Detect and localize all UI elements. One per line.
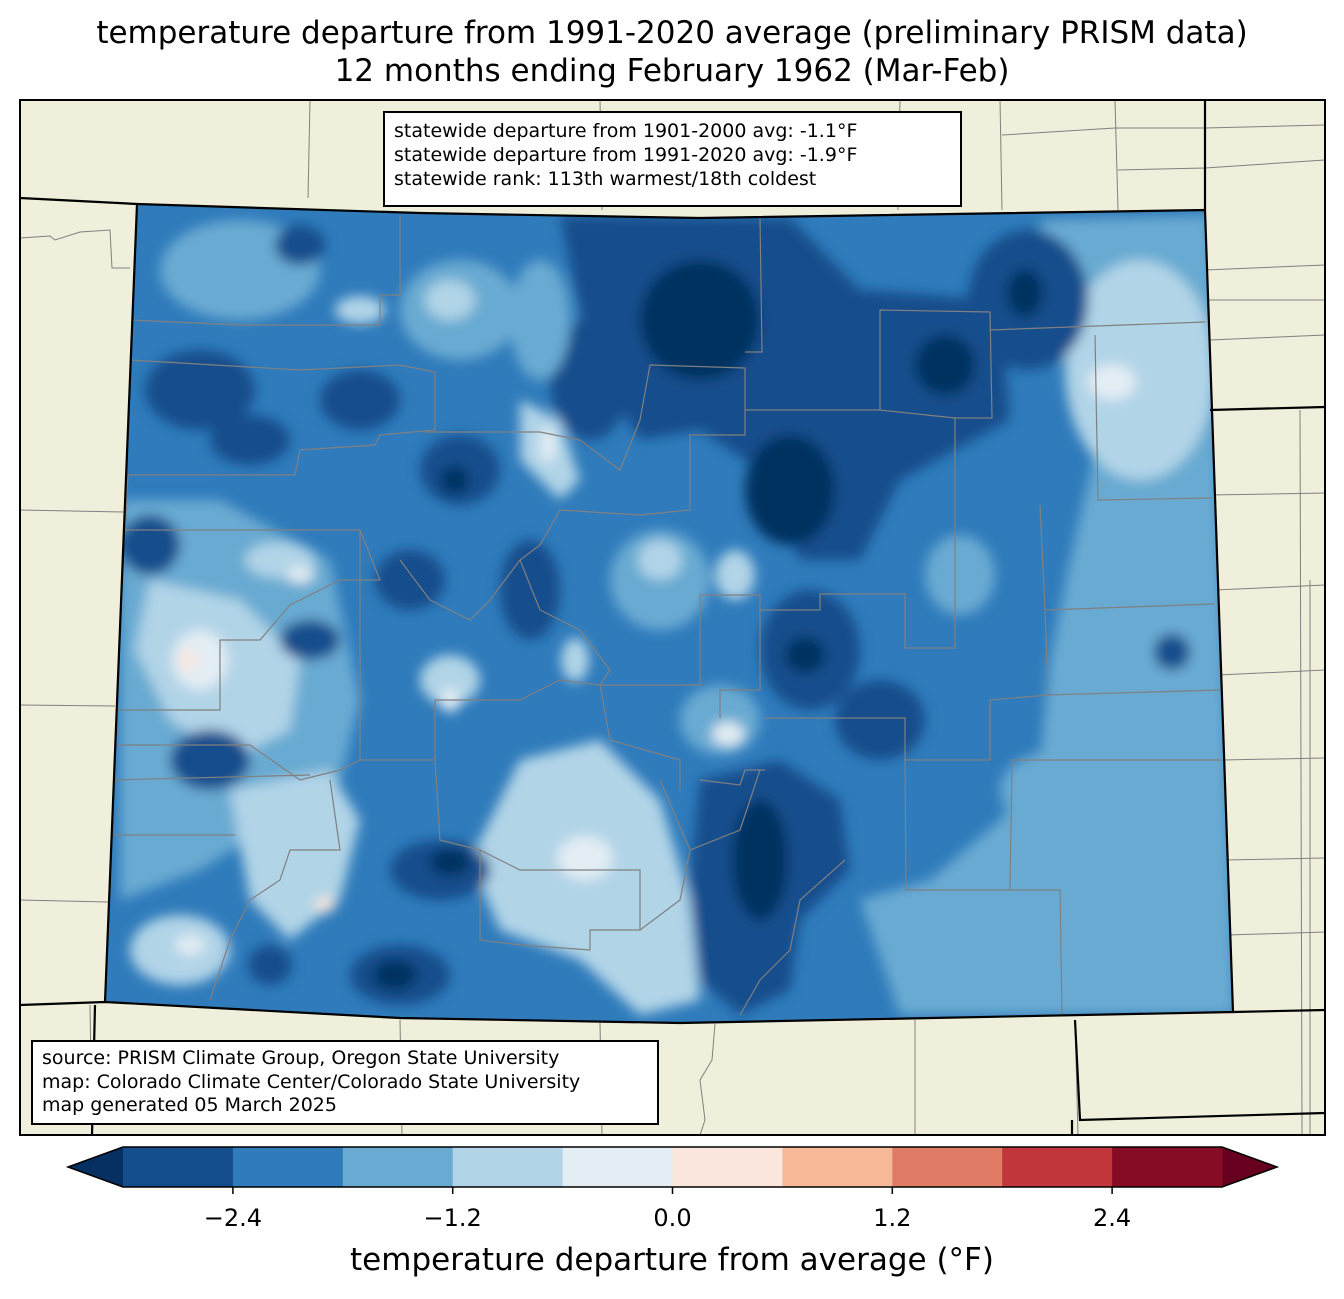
colorbar-bin bbox=[1002, 1147, 1113, 1187]
temperature-departure-field bbox=[105, 204, 1233, 1023]
colorado-county-lines bbox=[108, 215, 1222, 1016]
colorbar-tick-label: −1.2 bbox=[423, 1204, 482, 1232]
colorbar-over-extension bbox=[1222, 1147, 1277, 1187]
colorbar-under-extension bbox=[68, 1147, 123, 1187]
map-frame bbox=[19, 99, 1326, 1136]
colorbar-bin bbox=[892, 1147, 1003, 1187]
colorbar-bin bbox=[232, 1147, 344, 1187]
stats-rank: statewide rank: 113th warmest/18th colde… bbox=[394, 168, 817, 190]
colorbar-tick-label: −2.4 bbox=[203, 1204, 263, 1232]
colorbar-tick-label: 0.0 bbox=[653, 1204, 692, 1232]
map-title-line1: temperature departure from 1991-2020 ave… bbox=[96, 15, 1248, 51]
colorbar-label: temperature departure from average (°F) bbox=[350, 1242, 994, 1278]
colorbar-bin bbox=[342, 1147, 454, 1187]
source-prism: source: PRISM Climate Group, Oregon Stat… bbox=[42, 1047, 560, 1069]
colorbar-bin bbox=[562, 1147, 673, 1187]
stats-departure-1901-2000: statewide departure from 1901-2000 avg: … bbox=[394, 120, 858, 142]
source-map-credit: map: Colorado Climate Center/Colorado St… bbox=[42, 1070, 581, 1093]
colorbar-tick-label: 2.4 bbox=[1093, 1204, 1132, 1232]
colorbar-bin bbox=[1112, 1147, 1223, 1187]
colorbar-tick-label: 1.2 bbox=[873, 1204, 912, 1232]
colorbar-bin bbox=[672, 1147, 783, 1187]
colorbar-bin bbox=[452, 1147, 564, 1187]
stats-departure-1991-2020: statewide departure from 1991-2020 avg: … bbox=[394, 144, 858, 166]
statewide-stats-box: statewide departure from 1901-2000 avg: … bbox=[383, 111, 962, 207]
colorbar-outline bbox=[65, 1146, 1280, 1188]
colorbar-bin bbox=[782, 1147, 893, 1187]
source-box: source: PRISM Climate Group, Oregon Stat… bbox=[31, 1040, 659, 1125]
colorbar bbox=[65, 1146, 1280, 1194]
colorbar-bin bbox=[123, 1147, 234, 1187]
source-generated-date: map generated 05 March 2025 bbox=[42, 1094, 337, 1116]
map-title-line2: 12 months ending February 1962 (Mar-Feb) bbox=[334, 53, 1010, 89]
